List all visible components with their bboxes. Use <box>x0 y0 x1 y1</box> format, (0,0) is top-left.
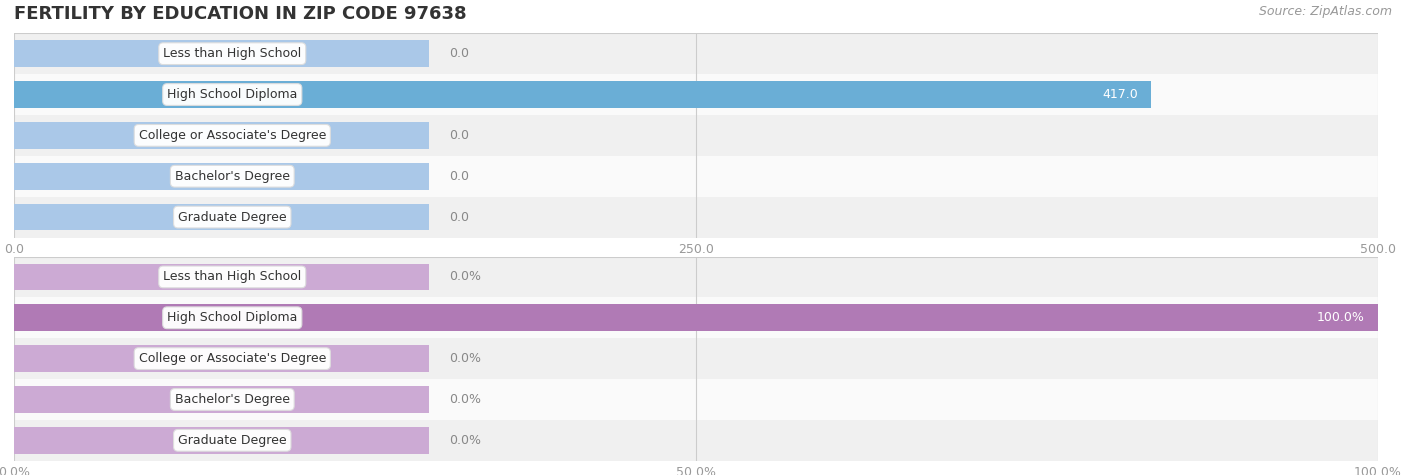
Bar <box>14 33 1378 74</box>
Bar <box>14 122 429 149</box>
Text: 0.0: 0.0 <box>449 47 470 60</box>
Text: High School Diploma: High School Diploma <box>167 311 298 324</box>
Bar <box>14 379 1378 420</box>
Bar <box>14 338 1378 379</box>
Bar <box>14 197 1378 238</box>
Bar <box>14 427 429 454</box>
Bar <box>14 304 1378 331</box>
Bar <box>14 163 429 190</box>
Text: College or Associate's Degree: College or Associate's Degree <box>139 352 326 365</box>
Text: 0.0: 0.0 <box>449 170 470 183</box>
Bar <box>14 256 1378 297</box>
Bar <box>14 420 1378 461</box>
Text: Graduate Degree: Graduate Degree <box>179 210 287 224</box>
Bar <box>14 156 1378 197</box>
Text: 0.0: 0.0 <box>449 210 470 224</box>
Text: 0.0: 0.0 <box>449 129 470 142</box>
Text: 100.0%: 100.0% <box>1316 311 1364 324</box>
Text: 417.0: 417.0 <box>1102 88 1137 101</box>
Bar <box>14 74 1378 115</box>
Bar <box>14 297 1378 338</box>
Bar <box>14 204 429 230</box>
Text: College or Associate's Degree: College or Associate's Degree <box>139 129 326 142</box>
Bar <box>14 386 429 413</box>
Text: Graduate Degree: Graduate Degree <box>179 434 287 447</box>
Text: Bachelor's Degree: Bachelor's Degree <box>174 170 290 183</box>
Text: Source: ZipAtlas.com: Source: ZipAtlas.com <box>1258 5 1392 18</box>
Bar <box>14 81 1152 108</box>
Bar <box>14 115 1378 156</box>
Text: High School Diploma: High School Diploma <box>167 88 298 101</box>
Bar <box>14 345 429 372</box>
Text: 0.0%: 0.0% <box>449 434 481 447</box>
Bar <box>14 264 429 290</box>
Text: 0.0%: 0.0% <box>449 352 481 365</box>
Text: Less than High School: Less than High School <box>163 270 301 284</box>
Bar <box>14 40 429 67</box>
Text: Bachelor's Degree: Bachelor's Degree <box>174 393 290 406</box>
Text: FERTILITY BY EDUCATION IN ZIP CODE 97638: FERTILITY BY EDUCATION IN ZIP CODE 97638 <box>14 5 467 23</box>
Text: 0.0%: 0.0% <box>449 270 481 284</box>
Text: Less than High School: Less than High School <box>163 47 301 60</box>
Text: 0.0%: 0.0% <box>449 393 481 406</box>
